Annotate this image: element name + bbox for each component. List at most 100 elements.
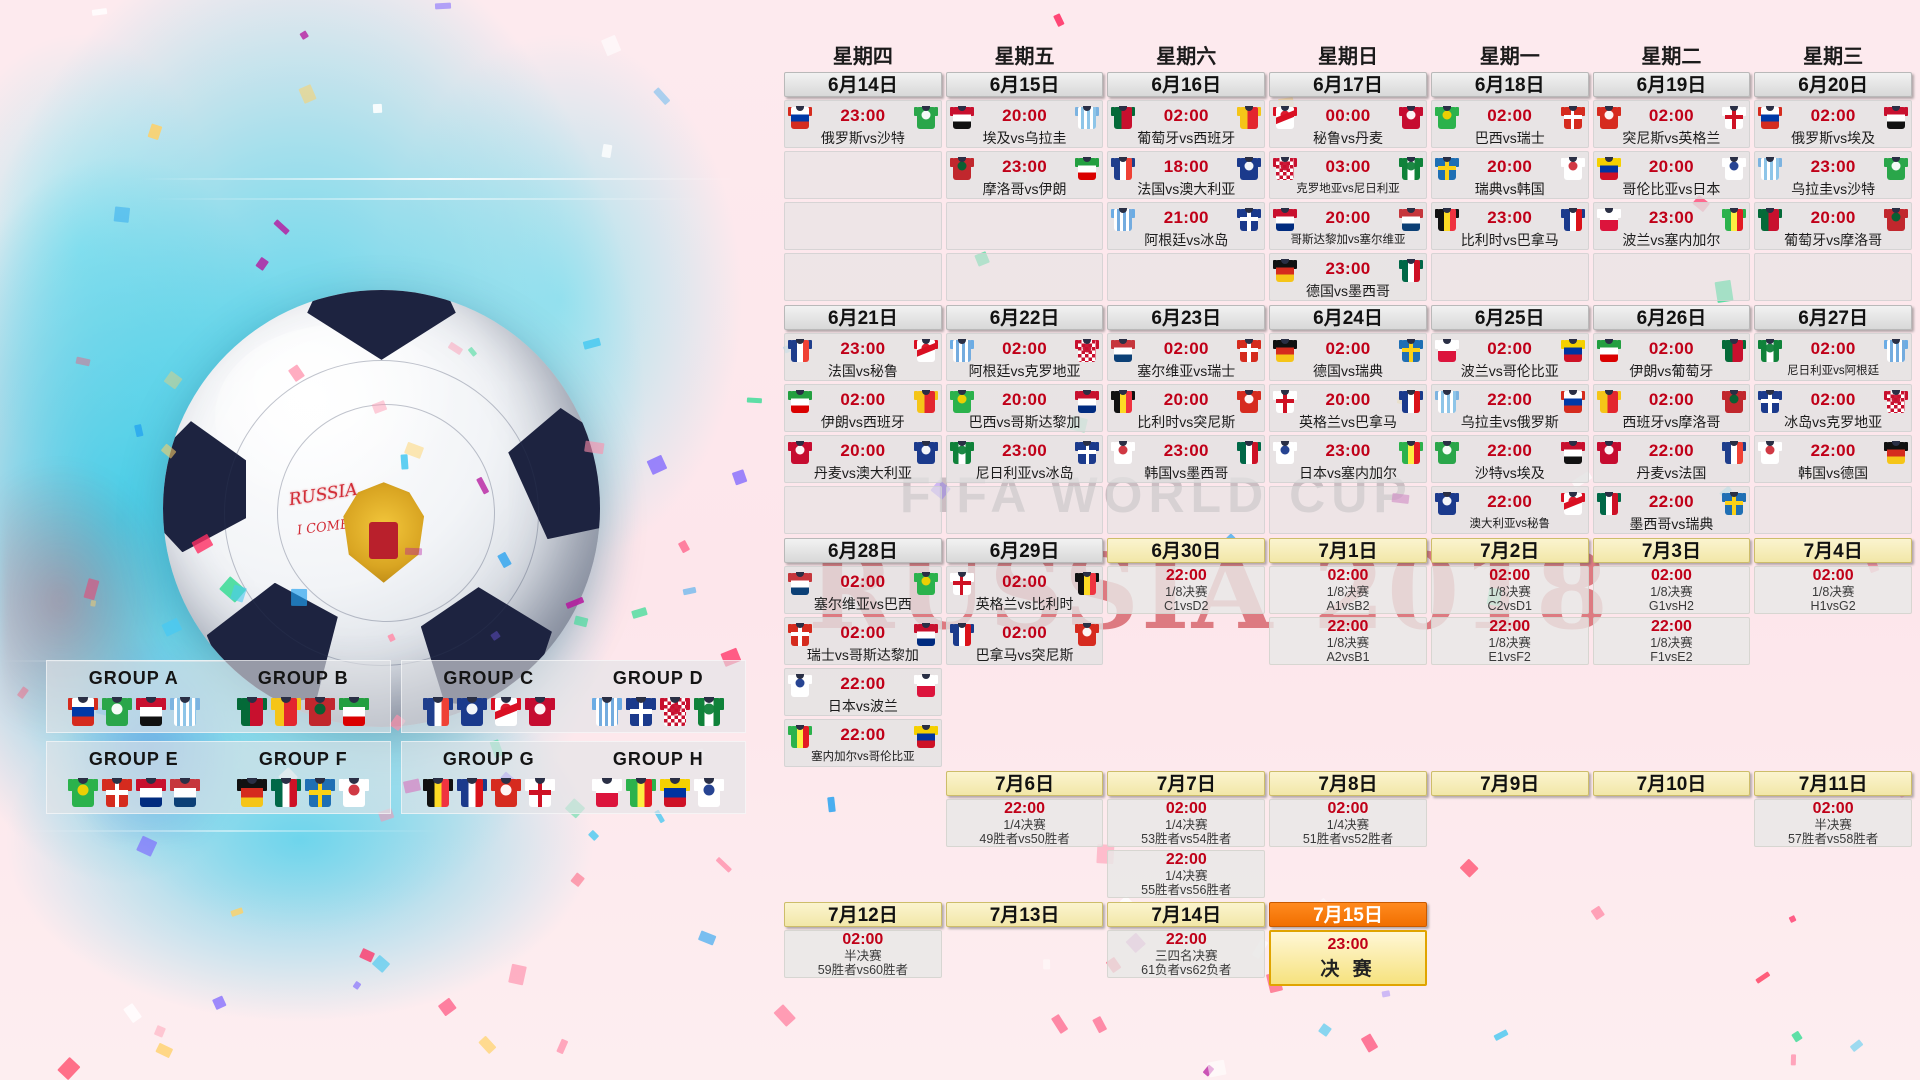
match-cell[interactable]: 20:00 比利时vs突尼斯 bbox=[1107, 384, 1266, 432]
match-cell[interactable]: 02:00 伊朗vs葡萄牙 bbox=[1592, 333, 1751, 381]
match-cell[interactable]: 02:00 葡萄牙vs西班牙 bbox=[1107, 100, 1266, 148]
date-header-6月14日[interactable]: 6月14日 bbox=[784, 72, 942, 97]
group-box-group-b[interactable]: GROUP B bbox=[223, 665, 385, 726]
date-header-7月6日[interactable]: 7月6日 bbox=[945, 771, 1104, 796]
group-box-group-c[interactable]: GROUP C bbox=[408, 665, 570, 726]
date-header-7月13日[interactable]: 7月13日 bbox=[945, 902, 1104, 927]
date-header-6月19日[interactable]: 6月19日 bbox=[1592, 72, 1751, 97]
match-cell[interactable]: 02:00 塞尔维亚vs瑞士 bbox=[1107, 333, 1266, 381]
match-cell[interactable]: 02:00 俄罗斯vs埃及 bbox=[1754, 100, 1912, 148]
knockout-match-cell[interactable]: 22:00 1/8决赛 E1vsF2 bbox=[1430, 617, 1589, 665]
knockout-match-cell[interactable]: 02:00 半决赛 57胜者vs58胜者 bbox=[1754, 799, 1912, 847]
match-cell[interactable]: 22:00 塞内加尔vs哥伦比亚 bbox=[784, 719, 942, 767]
match-cell[interactable]: 22:00 韩国vs德国 bbox=[1754, 435, 1912, 483]
date-header-7月8日[interactable]: 7月8日 bbox=[1269, 771, 1427, 796]
match-cell[interactable]: 02:00 阿根廷vs克罗地亚 bbox=[945, 333, 1104, 381]
date-header-6月15日[interactable]: 6月15日 bbox=[945, 72, 1104, 97]
date-header-6月16日[interactable]: 6月16日 bbox=[1107, 72, 1266, 97]
date-header-7月15日[interactable]: 7月15日 bbox=[1269, 902, 1427, 927]
date-header-6月20日[interactable]: 6月20日 bbox=[1754, 72, 1912, 97]
match-cell[interactable]: 23:00 俄罗斯vs沙特 bbox=[784, 100, 942, 148]
date-header-7月10日[interactable]: 7月10日 bbox=[1592, 771, 1751, 796]
date-header-7月11日[interactable]: 7月11日 bbox=[1754, 771, 1912, 796]
match-cell[interactable]: 02:00 巴西vs瑞士 bbox=[1430, 100, 1589, 148]
date-header-7月4日[interactable]: 7月4日 bbox=[1754, 538, 1912, 563]
knockout-match-cell[interactable]: 02:00 1/4决赛 53胜者vs54胜者 bbox=[1107, 799, 1266, 847]
date-header-6月24日[interactable]: 6月24日 bbox=[1269, 305, 1427, 330]
date-header-7月1日[interactable]: 7月1日 bbox=[1269, 538, 1427, 563]
match-cell[interactable]: 02:00 瑞士vs哥斯达黎加 bbox=[784, 617, 942, 665]
match-cell[interactable]: 02:00 冰岛vs克罗地亚 bbox=[1754, 384, 1912, 432]
match-cell[interactable]: 22:00 沙特vs埃及 bbox=[1430, 435, 1589, 483]
date-header-6月17日[interactable]: 6月17日 bbox=[1269, 72, 1427, 97]
match-cell[interactable]: 23:00 乌拉圭vs沙特 bbox=[1754, 151, 1912, 199]
knockout-match-cell[interactable]: 02:00 1/8决赛 H1vsG2 bbox=[1754, 566, 1912, 614]
date-header-6月26日[interactable]: 6月26日 bbox=[1592, 305, 1751, 330]
knockout-match-cell[interactable]: 22:00 1/4决赛 49胜者vs50胜者 bbox=[945, 799, 1104, 847]
group-box-group-f[interactable]: GROUP F bbox=[223, 746, 385, 807]
match-cell[interactable]: 02:00 英格兰vs比利时 bbox=[945, 566, 1104, 614]
match-cell[interactable]: 02:00 尼日利亚vs阿根廷 bbox=[1754, 333, 1912, 381]
date-header-7月3日[interactable]: 7月3日 bbox=[1592, 538, 1751, 563]
match-cell[interactable]: 20:00 巴西vs哥斯达黎加 bbox=[945, 384, 1104, 432]
group-box-group-a[interactable]: GROUP A bbox=[53, 665, 215, 726]
match-cell[interactable]: 22:00 乌拉圭vs俄罗斯 bbox=[1430, 384, 1589, 432]
match-cell[interactable]: 02:00 塞尔维亚vs巴西 bbox=[784, 566, 942, 614]
date-header-7月9日[interactable]: 7月9日 bbox=[1430, 771, 1589, 796]
knockout-match-cell[interactable]: 02:00 1/8决赛 C2vsD1 bbox=[1430, 566, 1589, 614]
match-cell[interactable]: 20:00 哥斯达黎加vs塞尔维亚 bbox=[1269, 202, 1427, 250]
match-cell[interactable]: 23:00 摩洛哥vs伊朗 bbox=[945, 151, 1104, 199]
match-cell[interactable]: 02:00 巴拿马vs突尼斯 bbox=[945, 617, 1104, 665]
match-cell[interactable]: 23:00 韩国vs墨西哥 bbox=[1107, 435, 1266, 483]
date-header-7月2日[interactable]: 7月2日 bbox=[1430, 538, 1589, 563]
match-cell[interactable]: 03:00 克罗地亚vs尼日利亚 bbox=[1269, 151, 1427, 199]
match-cell[interactable]: 20:00 哥伦比亚vs日本 bbox=[1592, 151, 1751, 199]
date-header-6月27日[interactable]: 6月27日 bbox=[1754, 305, 1912, 330]
knockout-match-cell[interactable]: 22:00 1/8决赛 A2vsB1 bbox=[1269, 617, 1427, 665]
knockout-match-cell[interactable]: 22:00 1/4决赛 55胜者vs56胜者 bbox=[1107, 850, 1266, 898]
knockout-match-cell[interactable]: 22:00 1/8决赛 C1vsD2 bbox=[1107, 566, 1266, 614]
knockout-match-cell[interactable]: 22:00 三四名决赛 61负者vs62负者 bbox=[1107, 930, 1266, 978]
match-cell[interactable]: 23:00 波兰vs塞内加尔 bbox=[1592, 202, 1751, 250]
knockout-match-cell[interactable]: 22:00 1/8决赛 F1vsE2 bbox=[1592, 617, 1751, 665]
match-cell[interactable]: 23:00 尼日利亚vs冰岛 bbox=[945, 435, 1104, 483]
match-cell[interactable]: 02:00 德国vs瑞典 bbox=[1269, 333, 1427, 381]
match-cell[interactable]: 22:00 日本vs波兰 bbox=[784, 668, 942, 716]
date-header-6月30日[interactable]: 6月30日 bbox=[1107, 538, 1266, 563]
match-cell[interactable]: 02:00 波兰vs哥伦比亚 bbox=[1430, 333, 1589, 381]
group-box-group-h[interactable]: GROUP H bbox=[578, 746, 740, 807]
date-header-6月18日[interactable]: 6月18日 bbox=[1430, 72, 1589, 97]
date-header-6月22日[interactable]: 6月22日 bbox=[945, 305, 1104, 330]
knockout-match-cell[interactable]: 02:00 1/8决赛 G1vsH2 bbox=[1592, 566, 1751, 614]
date-header-7月14日[interactable]: 7月14日 bbox=[1107, 902, 1266, 927]
match-cell[interactable]: 20:00 丹麦vs澳大利亚 bbox=[784, 435, 942, 483]
match-cell[interactable]: 22:00 墨西哥vs瑞典 bbox=[1592, 486, 1751, 534]
date-header-7月7日[interactable]: 7月7日 bbox=[1107, 771, 1266, 796]
date-header-6月29日[interactable]: 6月29日 bbox=[945, 538, 1104, 563]
match-cell[interactable]: 02:00 突尼斯vs英格兰 bbox=[1592, 100, 1751, 148]
match-cell[interactable]: 18:00 法国vs澳大利亚 bbox=[1107, 151, 1266, 199]
match-cell[interactable]: 23:00 比利时vs巴拿马 bbox=[1430, 202, 1589, 250]
match-cell[interactable]: 20:00 埃及vs乌拉圭 bbox=[945, 100, 1104, 148]
date-header-7月12日[interactable]: 7月12日 bbox=[784, 902, 942, 927]
knockout-match-cell[interactable]: 02:00 1/8决赛 A1vsB2 bbox=[1269, 566, 1427, 614]
date-header-6月23日[interactable]: 6月23日 bbox=[1107, 305, 1266, 330]
match-cell[interactable]: 20:00 葡萄牙vs摩洛哥 bbox=[1754, 202, 1912, 250]
group-box-group-e[interactable]: GROUP E bbox=[53, 746, 215, 807]
group-box-group-d[interactable]: GROUP D bbox=[578, 665, 740, 726]
match-cell[interactable]: 22:00 丹麦vs法国 bbox=[1592, 435, 1751, 483]
match-cell[interactable]: 00:00 秘鲁vs丹麦 bbox=[1269, 100, 1427, 148]
match-cell[interactable]: 20:00 英格兰vs巴拿马 bbox=[1269, 384, 1427, 432]
final-match-cell[interactable]: 23:00 决 赛 bbox=[1269, 930, 1427, 986]
date-header-6月25日[interactable]: 6月25日 bbox=[1430, 305, 1589, 330]
knockout-match-cell[interactable]: 02:00 半决赛 59胜者vs60胜者 bbox=[784, 930, 942, 978]
match-cell[interactable]: 20:00 瑞典vs韩国 bbox=[1430, 151, 1589, 199]
match-cell[interactable]: 23:00 法国vs秘鲁 bbox=[784, 333, 942, 381]
knockout-match-cell[interactable]: 02:00 1/4决赛 51胜者vs52胜者 bbox=[1269, 799, 1427, 847]
match-cell[interactable]: 22:00 澳大利亚vs秘鲁 bbox=[1430, 486, 1589, 534]
date-header-6月28日[interactable]: 6月28日 bbox=[784, 538, 942, 563]
match-cell[interactable]: 23:00 日本vs塞内加尔 bbox=[1269, 435, 1427, 483]
match-cell[interactable]: 23:00 德国vs墨西哥 bbox=[1269, 253, 1427, 301]
match-cell[interactable]: 02:00 西班牙vs摩洛哥 bbox=[1592, 384, 1751, 432]
match-cell[interactable]: 21:00 阿根廷vs冰岛 bbox=[1107, 202, 1266, 250]
